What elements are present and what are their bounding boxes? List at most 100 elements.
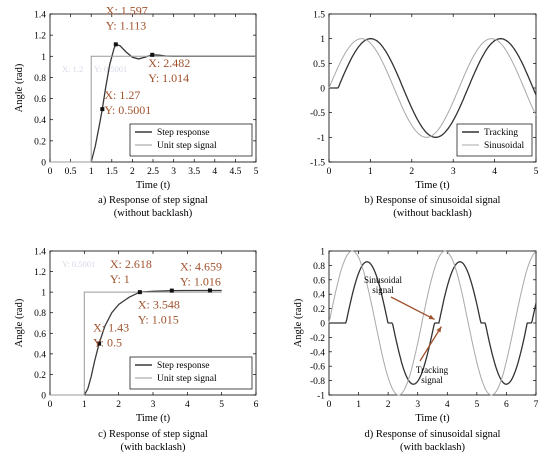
y-tick-label: 0.5 — [313, 60, 325, 70]
y-tick-label: 0 — [320, 320, 325, 330]
y-tick-label: -1.5 — [310, 159, 325, 169]
panel-caption: c) Response of step signal — [98, 429, 208, 440]
y-tick-label: 0.4 — [313, 291, 325, 301]
y-axis-label: Angle (rad) — [14, 63, 25, 112]
x-tick-label: 3 — [151, 400, 156, 410]
y-tick-label: 0 — [41, 392, 46, 402]
legend: Tracking Sinusoidal — [456, 123, 533, 157]
y-tick-label: -0.4 — [310, 348, 325, 358]
series-line-unit-step-signal — [50, 55, 256, 163]
y-tick-label: 1.4 — [34, 248, 46, 258]
datatip-label: Y: 1.014 — [148, 71, 189, 85]
annotation-arrow — [419, 326, 442, 362]
datatip-label: X: 1.597 — [106, 3, 148, 17]
y-tick-label: 1.5 — [313, 11, 325, 21]
y-tick-label: 0.2 — [34, 137, 46, 147]
y-axis-label: Angle (rad) — [293, 298, 304, 347]
legend-entry: Unit step signal — [157, 374, 217, 384]
y-tick-label: 1.2 — [34, 268, 46, 278]
x-tick-label: 0 — [327, 400, 332, 410]
x-tick-label: 5 — [534, 167, 539, 177]
datatip-label: Y: 1.113 — [106, 18, 146, 32]
y-tick-label: 0.2 — [34, 371, 46, 381]
x-tick-label: 5 — [254, 167, 259, 177]
x-tick-label: 6 — [254, 400, 259, 410]
ghost-label: X: 1.2 — [62, 64, 83, 74]
x-tick-label: 5 — [219, 400, 224, 410]
panel-caption: a) Response of step signal — [98, 195, 208, 206]
x-tick-label: 4 — [185, 400, 190, 410]
series-line-sinusoidal — [328, 250, 537, 396]
x-tick-label: 2 — [116, 400, 121, 410]
x-tick-label: 4 — [445, 400, 450, 410]
x-tick-label: 4 — [212, 167, 217, 177]
legend-box — [129, 123, 253, 157]
y-tick-label: 1 — [41, 53, 46, 63]
x-tick-label: 4 — [492, 167, 497, 177]
y-tick-label: -0.8 — [310, 377, 325, 387]
panel-caption: (without backlash) — [393, 208, 472, 219]
x-axis-label: Time (t) — [136, 180, 171, 191]
y-tick-label: 1 — [320, 248, 325, 258]
datatip-marker — [169, 288, 174, 293]
x-tick-label: 2 — [386, 400, 391, 410]
datatip-marker — [100, 107, 105, 112]
annotation-label: Sinusoidal — [364, 275, 403, 285]
legend-entry: Unit step signal — [157, 141, 217, 151]
legend-entry: Step response — [157, 361, 210, 371]
legend-box — [456, 123, 533, 157]
y-tick-label: -1 — [317, 134, 325, 144]
x-tick-label: 2.5 — [147, 167, 159, 177]
chart-panel-d: 0 1 2 3 4 5 6 7 -1 -0.8 -0.6 -0.4 -0.2 0 0.2 0.4 0.6 0.8 1… — [293, 248, 539, 454]
series-line-unit-step-signal — [50, 291, 222, 396]
x-tick-label: 1 — [356, 400, 361, 410]
y-tick-label: 0.6 — [34, 330, 46, 340]
x-tick-label: 0 — [327, 167, 332, 177]
datatip-label: X: 1.27 — [104, 88, 140, 102]
ghost-label: Y: 0.5001 — [94, 64, 127, 74]
datatip-label: X: 3.548 — [138, 298, 180, 312]
series-line-sinusoidal — [328, 38, 537, 138]
panel-caption: (with backlash) — [400, 442, 466, 453]
annotation-label: Tracking — [416, 365, 449, 375]
panel-caption: (without backlash) — [114, 208, 193, 219]
x-axis-label: Time (t) — [415, 413, 450, 424]
datatip-label: Y: 0.5001 — [104, 103, 151, 117]
legend-entry: Tracking — [484, 128, 518, 138]
chart-panel-a: X: 1.2 Y: 0.5001 0 0.5 1 1.5 2 2.5 3 3.5 4 4.5 5 0 0.2… — [14, 3, 259, 219]
y-tick-label: 0 — [320, 85, 325, 95]
annotation-arrow — [390, 296, 435, 320]
y-tick-label: 0.6 — [34, 95, 46, 105]
legend-box — [129, 356, 253, 390]
x-tick-label: 1 — [368, 167, 373, 177]
x-tick-label: 0 — [48, 400, 53, 410]
x-tick-label: 6 — [504, 400, 509, 410]
x-tick-label: 2 — [130, 167, 135, 177]
datatip-label: X: 1.43 — [93, 321, 129, 335]
y-tick-label: 0.8 — [313, 262, 325, 272]
x-tick-label: 3.5 — [188, 167, 200, 177]
y-tick-label: -0.2 — [310, 334, 325, 344]
x-axis-label: Time (t) — [415, 180, 450, 191]
panel-caption: d) Response of sinusoidal signal — [365, 429, 501, 440]
datatip-marker — [97, 341, 102, 346]
y-tick-label: 0.4 — [34, 116, 46, 126]
y-tick-label: 1 — [320, 35, 325, 45]
x-tick-label: 3 — [451, 167, 456, 177]
annotation-label: signal — [372, 285, 394, 295]
datatip-label: Y: 1.016 — [180, 274, 221, 288]
chart-panel-b: 0 1 2 3 4 5 -1.5 -1 -0.5 0 0.5 1 1.5 Time (t) Tracking… — [310, 11, 539, 220]
chart-panel-c: Y: 0.5001 0 1 2 3 4 5 6 0 0.2 0.4 0.6 0.8 1 1.2 1.4 Time… — [14, 248, 259, 454]
y-tick-label: 0.2 — [313, 305, 325, 315]
datatip-label: X: 4.659 — [180, 259, 222, 273]
annotation-arrowhead — [436, 326, 442, 333]
y-tick-label: 0.6 — [313, 276, 325, 286]
x-tick-label: 2 — [409, 167, 414, 177]
y-tick-label: -0.5 — [310, 109, 325, 119]
datatip-marker — [113, 42, 118, 47]
y-tick-label: -1 — [317, 392, 325, 402]
x-axis-label: Time (t) — [136, 413, 171, 424]
datatip-marker — [207, 288, 212, 293]
datatip-label: Y: 1.015 — [138, 313, 179, 327]
